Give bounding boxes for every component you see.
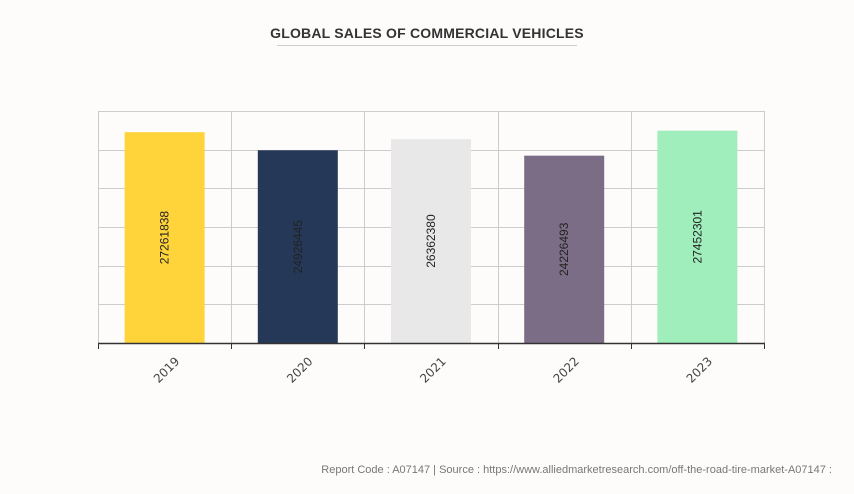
x-tick-label: 2021 <box>417 354 448 385</box>
x-tick-label: 2023 <box>684 354 715 385</box>
chart-title: GLOBAL SALES OF COMMERCIAL VEHICLES <box>270 25 584 41</box>
x-tick-label: 2020 <box>284 354 315 385</box>
data-label: 24926445 <box>291 220 305 274</box>
data-label: 26362380 <box>424 214 438 268</box>
bars <box>124 130 738 343</box>
data-labels: 27261838 24926445 26362380 24226493 27452301 <box>158 210 705 276</box>
x-axis: 2019 2020 2021 2022 2023 <box>98 342 765 386</box>
bar-2021[interactable] <box>391 139 471 343</box>
x-tick-label: 2019 <box>151 354 182 385</box>
x-tick-label: 2022 <box>550 354 581 385</box>
bar-2020[interactable] <box>257 150 338 343</box>
bar-2019[interactable] <box>124 132 205 343</box>
bar-2022[interactable] <box>524 155 605 343</box>
bar-2023[interactable] <box>657 130 738 343</box>
data-label: 27261838 <box>158 211 172 265</box>
data-label: 27452301 <box>690 210 704 264</box>
title-underline <box>277 45 577 46</box>
source-footer: Report Code : A07147 | Source : https://… <box>321 464 832 476</box>
data-label: 24226493 <box>557 222 571 276</box>
